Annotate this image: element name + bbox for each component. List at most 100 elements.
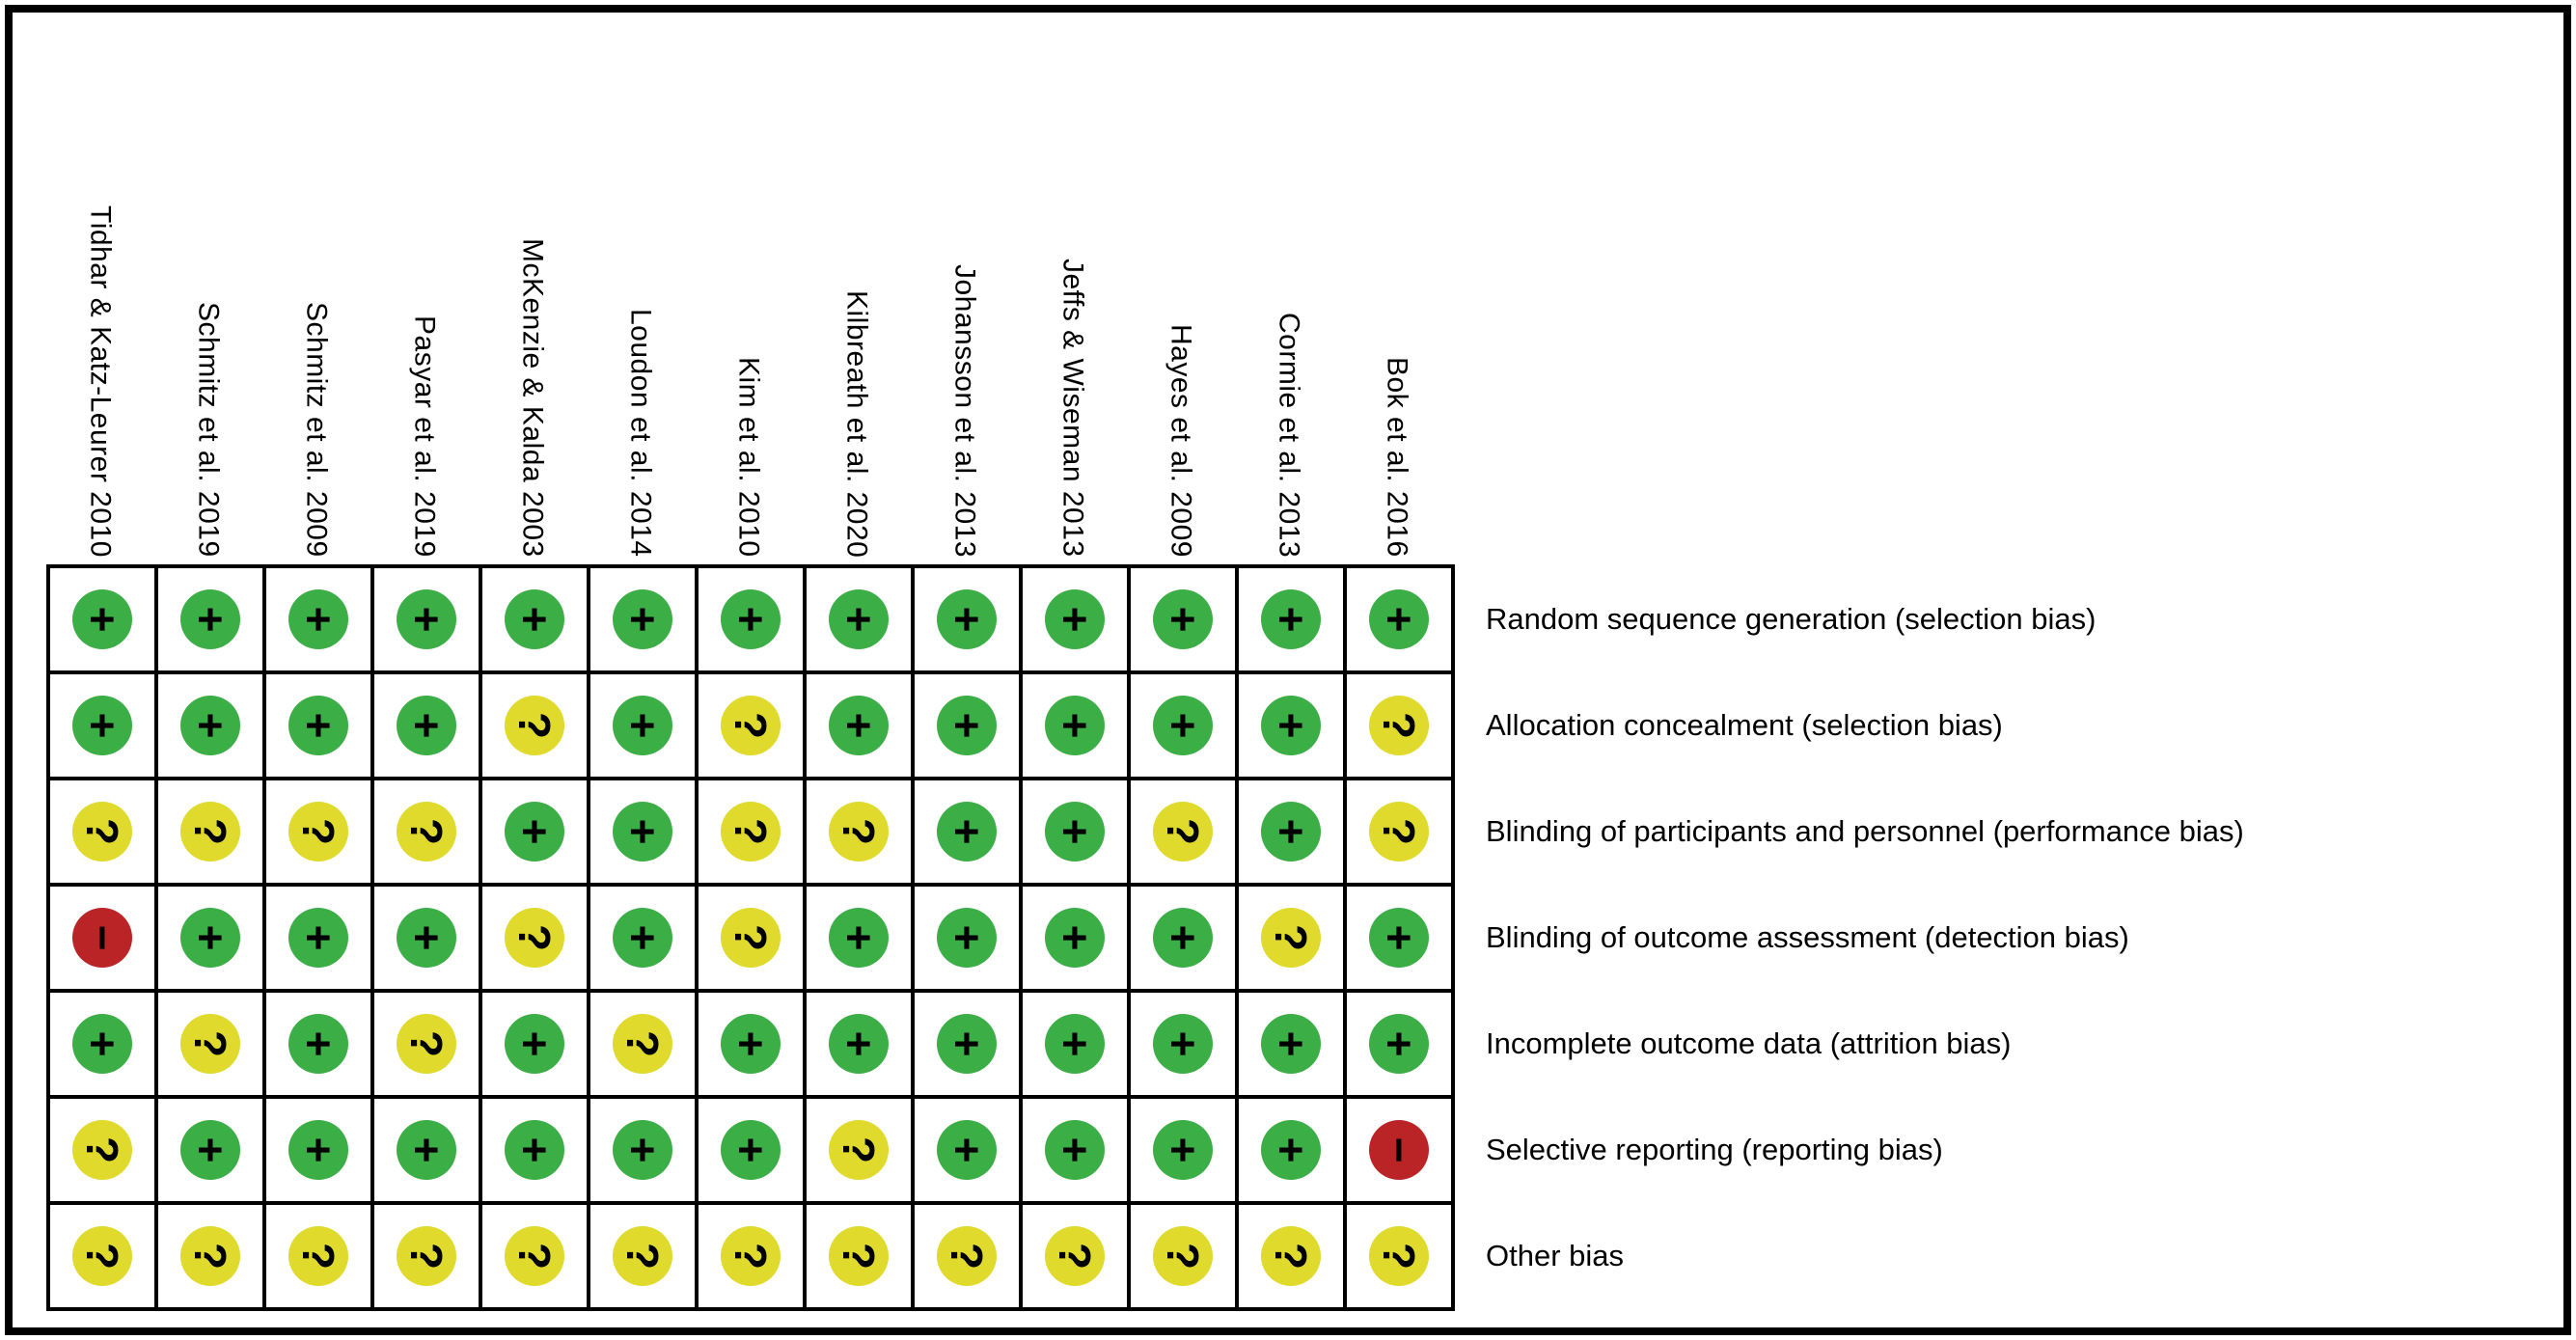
judgment-symbol-low: + xyxy=(1050,712,1100,739)
rob-cell: + xyxy=(1345,885,1453,991)
judgment-symbol-low: + xyxy=(293,606,343,633)
study-name: McKenzie & Kalda 2003 xyxy=(516,238,549,558)
judgment-symbol-low: + xyxy=(617,924,668,951)
rob-cell: − xyxy=(48,885,156,991)
judgment-circle-low: + xyxy=(1261,802,1321,861)
rob-cell: ? xyxy=(480,672,589,779)
judgment-symbol-low: + xyxy=(942,606,992,633)
rob-cell: ? xyxy=(697,885,805,991)
judgment-symbol-unclear: ? xyxy=(1157,817,1208,846)
rob-cell: + xyxy=(372,1097,480,1203)
rob-cell: + xyxy=(1237,779,1345,885)
judgment-circle-low: + xyxy=(937,908,997,968)
rob-cell: + xyxy=(805,885,913,991)
judgment-symbol-unclear: ? xyxy=(400,1029,452,1058)
judgment-circle-unclear: ? xyxy=(180,1226,240,1286)
judgment-symbol-unclear: ? xyxy=(1373,817,1424,846)
rob-cell: ? xyxy=(697,779,805,885)
rob-cell: + xyxy=(1129,885,1237,991)
judgment-circle-low: + xyxy=(937,696,997,755)
rob-cell: ? xyxy=(1345,779,1453,885)
rob-cell: ? xyxy=(480,885,589,991)
rob-cell: + xyxy=(913,566,1021,672)
judgment-circle-low: + xyxy=(288,908,348,968)
study-header-cell: Kilbreath et al. 2020 xyxy=(803,23,911,558)
rob-cell: ? xyxy=(1237,1203,1345,1309)
rob-cell: ? xyxy=(48,1097,156,1203)
rob-cell: ? xyxy=(48,1203,156,1309)
rob-cell: ? xyxy=(805,1097,913,1203)
rob-cell: + xyxy=(372,672,480,779)
rob-cell: ? xyxy=(264,1203,372,1309)
judgment-symbol-unclear: ? xyxy=(725,817,776,846)
rob-cell: + xyxy=(372,885,480,991)
rob-cell: + xyxy=(913,779,1021,885)
criterion-label-row: Other bias xyxy=(1486,1203,2244,1309)
judgment-symbol-low: + xyxy=(834,712,884,739)
judgment-symbol-low: + xyxy=(1374,1030,1424,1057)
judgment-circle-unclear: ? xyxy=(721,1226,781,1286)
judgment-symbol-low: + xyxy=(1266,1136,1316,1163)
rob-cell: ? xyxy=(156,991,264,1097)
rob-cell: ? xyxy=(1345,1203,1453,1309)
judgment-circle-unclear: ? xyxy=(829,1120,889,1180)
judgment-circle-low: + xyxy=(288,1014,348,1074)
judgment-circle-low: + xyxy=(180,908,240,968)
judgment-symbol-low: + xyxy=(1050,818,1100,845)
judgment-circle-low: + xyxy=(937,1014,997,1074)
study-name: Kim et al. 2010 xyxy=(732,357,765,558)
rob-cell: + xyxy=(264,885,372,991)
judgment-symbol-low: + xyxy=(509,606,560,633)
judgment-circle-high: − xyxy=(72,908,132,968)
judgment-circle-low: + xyxy=(829,1014,889,1074)
judgment-circle-unclear: ? xyxy=(1045,1226,1105,1286)
study-header-cell: Tidhar & Katz-Leurer 2010 xyxy=(46,23,154,558)
judgment-symbol-unclear: ? xyxy=(292,817,343,846)
judgment-symbol-unclear: ? xyxy=(292,1242,343,1271)
judgment-symbol-low: + xyxy=(1266,712,1316,739)
judgment-circle-unclear: ? xyxy=(721,696,781,755)
judgment-symbol-unclear: ? xyxy=(1373,1242,1424,1271)
rob-cell: + xyxy=(1237,1097,1345,1203)
rob-cell: + xyxy=(1237,566,1345,672)
judgment-symbol-low: + xyxy=(834,1030,884,1057)
judgment-circle-low: + xyxy=(505,1120,564,1180)
judgment-symbol-unclear: ? xyxy=(1265,1242,1316,1271)
judgment-symbol-low: + xyxy=(1050,924,1100,951)
judgment-circle-unclear: ? xyxy=(288,1226,348,1286)
judgment-circle-unclear: ? xyxy=(505,908,564,968)
judgment-symbol-unclear: ? xyxy=(1157,1242,1208,1271)
rob-cell: + xyxy=(589,566,697,672)
judgment-symbol-low: + xyxy=(1050,606,1100,633)
judgment-circle-low: + xyxy=(829,589,889,649)
judgment-symbol-low: + xyxy=(726,1030,776,1057)
rob-cell: + xyxy=(589,779,697,885)
judgment-circle-low: + xyxy=(505,589,564,649)
judgment-symbol-unclear: ? xyxy=(184,1242,235,1271)
judgment-circle-low: + xyxy=(397,589,456,649)
judgment-symbol-unclear: ? xyxy=(833,817,884,846)
rob-cell: + xyxy=(156,885,264,991)
study-header-cell: Jeffs & Wiseman 2013 xyxy=(1019,23,1127,558)
judgment-symbol-low: + xyxy=(77,712,127,739)
judgment-circle-low: + xyxy=(721,1014,781,1074)
judgment-circle-low: + xyxy=(180,696,240,755)
judgment-circle-unclear: ? xyxy=(72,802,132,861)
judgment-symbol-low: + xyxy=(185,606,235,633)
judgment-symbol-low: + xyxy=(1374,606,1424,633)
judgment-circle-low: + xyxy=(937,589,997,649)
rob-cell: + xyxy=(913,672,1021,779)
judgment-symbol-low: + xyxy=(1266,1030,1316,1057)
rob-cell: + xyxy=(156,566,264,672)
judgment-circle-low: + xyxy=(1261,696,1321,755)
rob-cell: + xyxy=(697,1097,805,1203)
rob-cell: + xyxy=(264,672,372,779)
rob-cell: + xyxy=(1129,566,1237,672)
criterion-label: Selective reporting (reporting bias) xyxy=(1486,1133,1943,1166)
judgment-symbol-unclear: ? xyxy=(941,1242,992,1271)
judgment-symbol-unclear: ? xyxy=(400,817,452,846)
criterion-label-row: Allocation concealment (selection bias) xyxy=(1486,672,2244,779)
judgment-symbol-low: + xyxy=(1050,1136,1100,1163)
study-name: Schmitz et al. 2019 xyxy=(192,302,225,558)
judgment-symbol-low: + xyxy=(617,606,668,633)
